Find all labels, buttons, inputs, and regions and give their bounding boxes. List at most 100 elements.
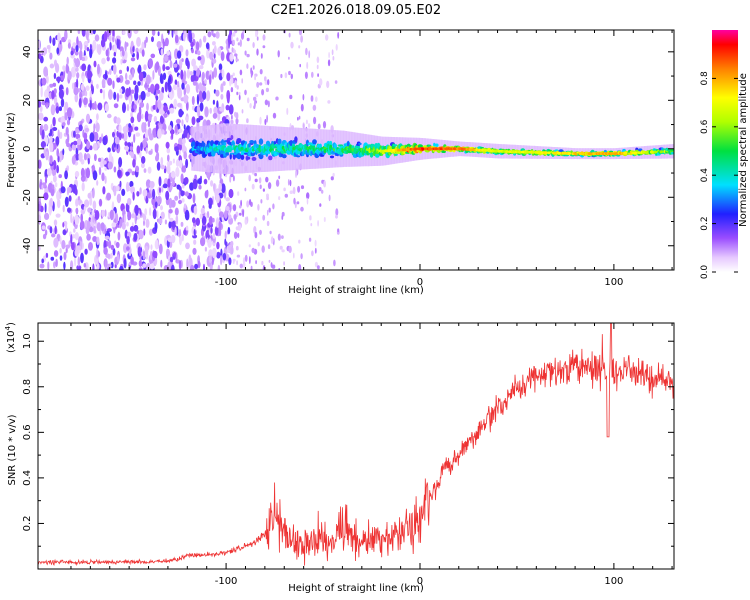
noise-speckle xyxy=(116,92,120,102)
noise-speckle xyxy=(136,36,141,47)
noise-speckle xyxy=(171,30,174,38)
noise-speckle xyxy=(193,229,196,236)
noise-speckle xyxy=(231,47,234,53)
noise-speckle xyxy=(225,104,230,111)
noise-speckle xyxy=(177,102,182,108)
noise-speckle xyxy=(145,179,151,189)
noise-speckle xyxy=(211,247,217,259)
noise-speckle xyxy=(254,231,258,239)
noise-speckle xyxy=(232,32,236,37)
noise-speckle xyxy=(215,89,220,97)
noise-speckle xyxy=(221,183,226,194)
noise-speckle xyxy=(240,32,245,40)
noise-speckle xyxy=(116,117,121,125)
noise-speckle xyxy=(284,193,288,198)
snr-panel: -100 0 100 0.2 0.4 0.6 0.8 1.0 Height of strai… xyxy=(4,322,675,594)
band-blob xyxy=(268,155,273,161)
noise-speckle xyxy=(248,244,251,248)
noise-speckle xyxy=(96,248,99,259)
noise-speckle xyxy=(312,104,317,111)
noise-speckle xyxy=(124,213,127,224)
noise-speckle xyxy=(174,34,179,44)
noise-speckle xyxy=(164,81,168,93)
noise-speckle xyxy=(138,260,143,267)
noise-speckle xyxy=(128,95,132,105)
noise-speckle xyxy=(208,197,213,207)
noise-speckle xyxy=(228,188,234,199)
noise-speckle xyxy=(92,39,97,51)
noise-speckle xyxy=(191,48,194,54)
noise-speckle xyxy=(77,30,81,34)
noise-speckle xyxy=(172,158,175,164)
noise-speckle xyxy=(289,94,293,100)
noise-speckle xyxy=(138,106,141,115)
noise-speckle xyxy=(317,73,319,77)
noise-speckle xyxy=(174,146,179,152)
colorbar-tick-label: 0.6 xyxy=(700,119,710,134)
noise-speckle xyxy=(283,187,286,192)
noise-speckle xyxy=(98,166,102,176)
noise-speckle xyxy=(104,209,107,217)
noise-speckle xyxy=(259,229,262,235)
noise-speckle xyxy=(105,69,107,81)
noise-speckle xyxy=(133,30,139,35)
noise-speckle xyxy=(160,156,164,166)
noise-speckle xyxy=(249,103,252,109)
noise-speckle xyxy=(169,91,173,101)
noise-speckle xyxy=(64,101,69,111)
noise-speckle xyxy=(311,71,314,78)
noise-speckle xyxy=(176,50,182,59)
noise-speckle xyxy=(155,99,158,110)
snr-frame xyxy=(37,322,675,570)
noise-speckle xyxy=(217,47,222,56)
noise-speckle xyxy=(195,217,200,226)
noise-speckle xyxy=(315,96,318,102)
noise-speckle xyxy=(138,71,144,82)
snr-x-ticks: -100 0 100 xyxy=(70,323,673,587)
noise-speckle xyxy=(115,185,120,192)
noise-speckle xyxy=(74,50,79,56)
noise-speckle xyxy=(166,248,170,257)
noise-speckle xyxy=(43,116,49,122)
noise-speckle xyxy=(62,204,65,213)
noise-speckle xyxy=(317,265,320,270)
noise-speckle xyxy=(300,185,305,190)
noise-speckle xyxy=(179,60,183,67)
noise-speckle xyxy=(159,109,165,115)
noise-speckle xyxy=(133,233,138,242)
noise-speckle xyxy=(104,103,109,112)
noise-speckle xyxy=(182,165,187,173)
x-tick-label: -100 xyxy=(215,277,238,288)
noise-speckle xyxy=(259,82,263,86)
snr-series-line xyxy=(38,323,674,567)
noise-speckle xyxy=(207,31,212,38)
band-core xyxy=(505,150,510,153)
noise-speckle xyxy=(44,229,48,236)
noise-speckle xyxy=(288,56,290,60)
noise-speckle xyxy=(67,133,70,144)
noise-speckle xyxy=(159,116,165,124)
noise-speckle xyxy=(66,107,73,118)
noise-speckle xyxy=(236,254,241,258)
noise-speckle xyxy=(325,34,329,41)
band-blob xyxy=(318,143,322,149)
noise-speckle xyxy=(130,112,133,118)
noise-speckle xyxy=(253,96,257,101)
noise-speckle xyxy=(135,132,141,137)
noise-speckle xyxy=(335,44,338,51)
noise-speckle xyxy=(242,261,246,268)
noise-speckle xyxy=(104,228,107,234)
noise-speckle xyxy=(58,193,62,200)
noise-speckle xyxy=(323,217,326,222)
band-core xyxy=(557,151,562,155)
noise-speckle xyxy=(327,59,331,67)
noise-speckle xyxy=(92,236,98,242)
snr-multiplier-close: ) xyxy=(6,322,17,326)
noise-speckle xyxy=(112,80,115,89)
noise-speckle xyxy=(267,100,270,108)
noise-speckle xyxy=(80,213,83,223)
noise-speckle xyxy=(104,175,107,184)
noise-speckle xyxy=(183,129,189,137)
colorbar-gradient xyxy=(712,30,738,272)
noise-speckle xyxy=(241,78,243,84)
